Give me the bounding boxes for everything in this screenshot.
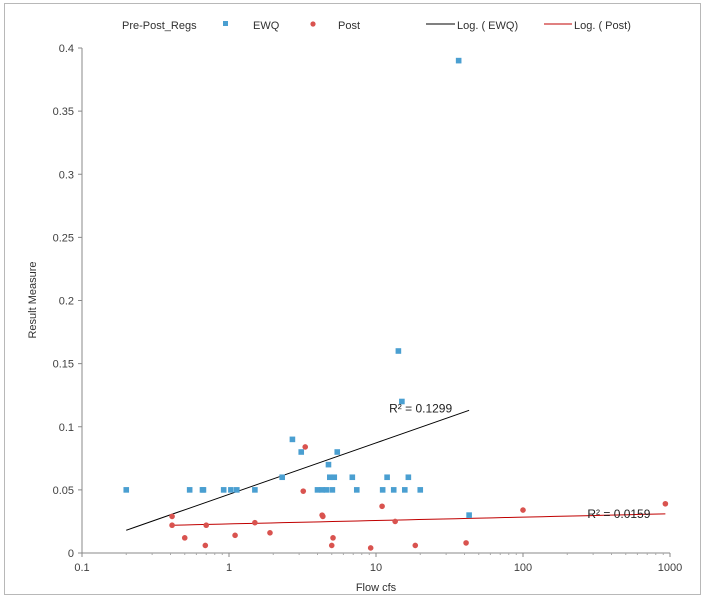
point-ewq xyxy=(289,436,296,443)
point-ewq xyxy=(417,487,424,493)
point-ewq xyxy=(401,487,408,493)
trendlines xyxy=(126,409,666,531)
point-ewq xyxy=(234,487,240,493)
point-post xyxy=(379,503,385,510)
y-tick-label: 0.05 xyxy=(53,485,74,497)
point-ewq xyxy=(379,487,386,493)
point-post xyxy=(662,500,669,507)
point-ewq xyxy=(298,449,305,455)
point-post xyxy=(367,545,374,551)
x-tick-label: 0.1 xyxy=(74,562,89,574)
y-tick-label: 0.25 xyxy=(53,232,74,244)
point-ewq xyxy=(329,487,336,493)
point-post xyxy=(267,530,273,536)
point-post xyxy=(463,540,469,546)
point-post xyxy=(252,519,258,526)
point-post xyxy=(330,535,336,541)
point-ewq xyxy=(314,487,321,493)
x-tick-label: 1000 xyxy=(658,562,682,574)
legend: Pre-Post_Regs EWQ Post Log. ( EWQ) Log. … xyxy=(122,20,631,32)
y-tick-label: 0.35 xyxy=(53,106,74,118)
r2-label-post: R² = 0.0159 xyxy=(587,507,650,521)
x-tick-label: 100 xyxy=(514,562,532,574)
point-ewq xyxy=(349,474,356,481)
point-ewq xyxy=(325,461,332,468)
point-post xyxy=(320,513,326,520)
point-ewq xyxy=(455,57,462,64)
point-post xyxy=(300,488,307,494)
point-ewq xyxy=(220,487,227,493)
y-tick-label: 0.15 xyxy=(53,359,74,371)
point-ewq xyxy=(123,487,130,493)
point-post xyxy=(328,542,335,549)
y-tick-label: 0.4 xyxy=(59,43,74,55)
point-ewq xyxy=(334,449,341,455)
point-post xyxy=(203,522,210,529)
point-ewq xyxy=(331,474,338,481)
legend-marker-ewq xyxy=(223,21,228,26)
point-ewq xyxy=(399,398,405,405)
point-post xyxy=(520,507,526,513)
y-tick-label: 0.3 xyxy=(59,169,74,181)
y-tick-label: 0 xyxy=(68,548,74,560)
chart-frame xyxy=(4,3,701,595)
y-axis-title: Result Measure xyxy=(27,261,39,338)
y-tick-label: 0.2 xyxy=(59,296,74,308)
legend-label-ewq: EWQ xyxy=(253,20,280,32)
point-ewq xyxy=(228,487,234,493)
point-ewq xyxy=(353,487,360,493)
point-ewq xyxy=(384,474,390,481)
point-post xyxy=(202,542,209,549)
legend-title: Pre-Post_Regs xyxy=(122,20,197,32)
y-tick-label: 0.1 xyxy=(59,422,74,434)
x-tick-label: 1 xyxy=(226,562,232,574)
r2-label-ewq: R² = 0.1299 xyxy=(389,401,452,415)
point-post xyxy=(169,513,175,520)
legend-marker-post xyxy=(310,21,316,27)
point-post xyxy=(169,522,175,529)
point-ewq xyxy=(279,474,285,481)
point-ewq xyxy=(327,474,333,481)
point-post xyxy=(302,444,309,450)
point-ewq xyxy=(319,487,325,493)
point-post xyxy=(392,518,398,525)
trendline-ewq xyxy=(126,409,470,531)
point-ewq xyxy=(186,487,193,493)
y-axis-ticks: 0 0.05 0.1 0.15 0.2 0.25 0.3 0.35 0.4 xyxy=(53,43,82,560)
point-post xyxy=(232,532,238,539)
x-axis-ticks: 0.1 1 10 100 1000 xyxy=(74,553,682,574)
point-ewq xyxy=(466,512,472,518)
point-ewq xyxy=(405,474,412,481)
point-ewq xyxy=(200,487,207,493)
point-ewq xyxy=(252,487,258,493)
point-ewq xyxy=(390,487,397,493)
x-axis-title: Flow cfs xyxy=(356,582,397,594)
legend-label-ewq-trend: Log. ( EWQ) xyxy=(457,20,518,32)
point-ewq xyxy=(323,487,330,493)
data-points xyxy=(123,57,669,551)
point-post xyxy=(412,542,419,549)
point-post xyxy=(181,535,188,541)
r2-labels: R² = 0.1299 R² = 0.0159 xyxy=(389,401,651,521)
point-ewq xyxy=(395,348,402,354)
x-tick-label: 10 xyxy=(370,562,382,574)
legend-label-post: Post xyxy=(338,20,360,32)
legend-label-post-trend: Log. ( Post) xyxy=(574,20,631,32)
